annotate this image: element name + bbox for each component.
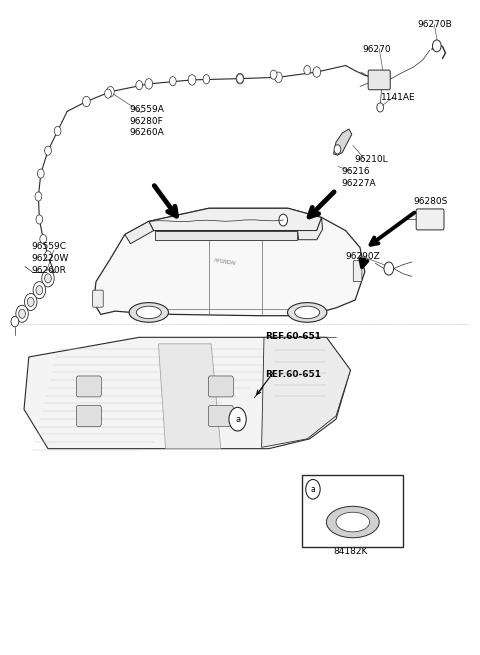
Circle shape (16, 305, 28, 322)
Circle shape (107, 86, 114, 97)
Polygon shape (125, 221, 154, 244)
Polygon shape (94, 208, 365, 316)
Text: 96270: 96270 (362, 45, 391, 54)
Circle shape (306, 479, 320, 499)
FancyBboxPatch shape (416, 209, 444, 230)
FancyBboxPatch shape (353, 261, 362, 282)
Circle shape (42, 270, 54, 287)
Polygon shape (155, 231, 297, 240)
Circle shape (384, 262, 394, 275)
Circle shape (334, 145, 341, 154)
Ellipse shape (129, 303, 168, 322)
Text: 96210L: 96210L (354, 155, 388, 164)
Circle shape (45, 146, 51, 155)
Circle shape (136, 81, 143, 90)
FancyBboxPatch shape (93, 290, 103, 307)
Polygon shape (334, 129, 352, 155)
Circle shape (40, 234, 47, 244)
FancyBboxPatch shape (208, 376, 233, 397)
FancyBboxPatch shape (76, 405, 101, 426)
Circle shape (45, 274, 51, 283)
Ellipse shape (136, 306, 161, 319)
Polygon shape (24, 337, 350, 449)
Circle shape (83, 96, 90, 107)
Circle shape (169, 77, 176, 86)
Text: 96260R: 96260R (31, 266, 66, 275)
Circle shape (145, 79, 153, 89)
Circle shape (35, 192, 42, 201)
Circle shape (36, 286, 43, 295)
Text: 96216: 96216 (342, 167, 371, 176)
Text: 96227A: 96227A (342, 179, 376, 188)
Circle shape (33, 282, 46, 299)
Text: HYUNDAI: HYUNDAI (214, 258, 237, 266)
Circle shape (27, 297, 34, 307)
Circle shape (275, 72, 282, 83)
Text: 96280S: 96280S (414, 196, 448, 206)
Polygon shape (149, 208, 322, 231)
Circle shape (304, 66, 311, 75)
Text: a: a (311, 485, 315, 494)
Text: 96290Z: 96290Z (346, 252, 380, 261)
Circle shape (36, 215, 43, 224)
Text: 96220W: 96220W (31, 254, 69, 263)
Circle shape (237, 74, 243, 83)
Text: REF.60-651: REF.60-651 (265, 370, 321, 379)
Text: 96260A: 96260A (130, 128, 164, 138)
Circle shape (236, 73, 244, 84)
Circle shape (203, 75, 210, 84)
Circle shape (37, 169, 44, 178)
Circle shape (11, 316, 19, 327)
Circle shape (279, 214, 288, 226)
Text: 96270B: 96270B (418, 20, 452, 29)
Circle shape (105, 89, 111, 98)
Text: 96280F: 96280F (130, 117, 163, 126)
Circle shape (229, 407, 246, 431)
Text: 84182K: 84182K (324, 483, 359, 492)
Circle shape (313, 67, 321, 77)
Ellipse shape (288, 303, 327, 322)
Text: 1141AE: 1141AE (381, 93, 415, 102)
Circle shape (54, 126, 61, 136)
Text: 84182K: 84182K (334, 547, 368, 556)
Polygon shape (298, 217, 323, 240)
Circle shape (45, 251, 51, 260)
Ellipse shape (336, 512, 370, 532)
Circle shape (19, 309, 25, 318)
Text: 96559A: 96559A (130, 105, 165, 114)
FancyBboxPatch shape (368, 70, 390, 90)
Circle shape (24, 293, 37, 310)
Text: REF.60-651: REF.60-651 (265, 332, 321, 341)
Ellipse shape (326, 506, 379, 538)
Ellipse shape (295, 306, 320, 319)
Polygon shape (158, 344, 221, 449)
Text: 96559C: 96559C (31, 242, 66, 252)
Circle shape (432, 40, 441, 52)
Text: a: a (235, 415, 240, 424)
Circle shape (377, 103, 384, 112)
Circle shape (188, 75, 196, 85)
FancyBboxPatch shape (76, 376, 101, 397)
FancyBboxPatch shape (208, 405, 233, 426)
FancyBboxPatch shape (302, 475, 403, 547)
Circle shape (270, 70, 277, 79)
Polygon shape (262, 337, 350, 447)
